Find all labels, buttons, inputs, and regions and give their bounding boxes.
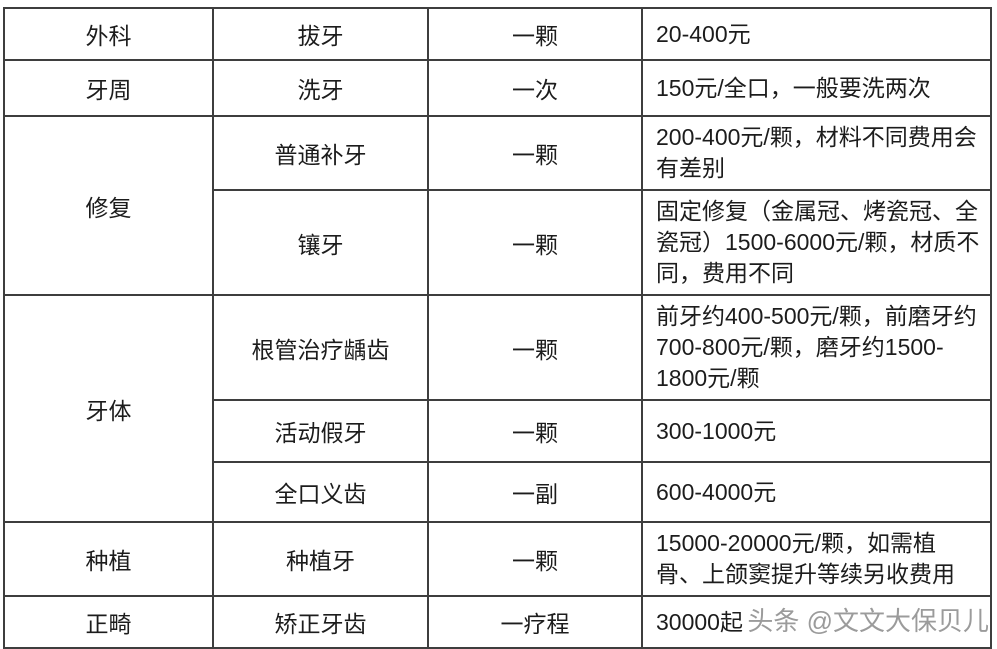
category-cell: 牙周 <box>3 59 214 117</box>
category-cell: 正畸 <box>3 595 214 649</box>
table-row: 外科 拔牙 一颗 20-400元 <box>3 7 992 61</box>
category-cell: 种植 <box>3 521 214 597</box>
price-cell: 600-4000元 <box>641 461 992 523</box>
unit-cell: 一颗 <box>427 399 643 463</box>
toutiao-watermark: 头条 @文文大保贝儿 <box>747 605 989 636</box>
unit-cell: 一颗 <box>427 115 643 191</box>
price-table-body: 外科 拔牙 一颗 20-400元 牙周 洗牙 一次 150元/全口，一般要洗两次 修复 普通补牙一… <box>3 7 992 649</box>
price-text: 150元/全口，一般要洗两次 <box>656 74 931 101</box>
price-cell: 30000起 头条 @文文大保贝儿 <box>641 595 992 649</box>
procedure-cell: 根管治疗龋齿 <box>212 294 429 401</box>
table-row: 正畸 矫正牙齿 一疗程 30000起 头条 @文文大保贝儿 <box>3 595 992 649</box>
unit-cell: 一颗 <box>427 521 643 597</box>
price-cell: 20-400元 <box>641 7 992 61</box>
category-cell: 牙体 <box>3 294 214 523</box>
table-row: 全口义齿 一副 600-4000元 <box>4 461 992 523</box>
price-cell: 200-400元/颗，材料不同费用会有差别 <box>641 115 992 191</box>
price-text: 前牙约400-500元/颗，前磨牙约700-800元/颗，磨牙约1500-180… <box>656 303 977 391</box>
dental-price-table: 外科 拔牙 一颗 20-400元 牙周 洗牙 一次 150元/全口，一般要洗两次 修复 普通补牙一… <box>3 7 992 649</box>
price-text: 300-1000元 <box>656 417 777 444</box>
price-cell: 150元/全口，一般要洗两次 <box>641 59 992 117</box>
procedure-cell: 种植牙 <box>212 521 429 597</box>
price-cell: 300-1000元 <box>641 399 992 463</box>
procedure-cell: 拔牙 <box>212 7 429 61</box>
procedure-cell: 活动假牙 <box>212 399 429 463</box>
procedure-cell: 矫正牙齿 <box>212 595 429 649</box>
price-text: 30000起 <box>656 608 743 635</box>
procedure-cell: 普通补牙 <box>212 115 429 191</box>
unit-cell: 一次 <box>427 59 643 117</box>
unit-cell: 一颗 <box>427 7 643 61</box>
category-cell: 修复 <box>3 115 214 296</box>
price-cell: 15000-20000元/颗，如需植骨、上颌窦提升等续另收费用 <box>641 521 992 597</box>
price-cell: 固定修复（金属冠、烤瓷冠、全瓷冠）1500-6000元/颗，材质不同，费用不同 <box>641 189 992 296</box>
price-text: 固定修复（金属冠、烤瓷冠、全瓷冠）1500-6000元/颗，材质不同，费用不同 <box>656 198 980 286</box>
table-row: 种植 种植牙 一颗 15000-20000元/颗，如需植骨、上颌窦提升等续另收费用 <box>3 521 992 597</box>
price-text: 200-400元/颗，材料不同费用会有差别 <box>656 124 977 181</box>
unit-cell: 一颗 <box>427 294 643 401</box>
procedure-cell: 镶牙 <box>212 189 429 296</box>
procedure-cell: 洗牙 <box>212 59 429 117</box>
table-row: 修复 普通补牙 一颗 200-400元/颗，材料不同费用会有差别 <box>3 115 992 296</box>
price-cell: 前牙约400-500元/颗，前磨牙约700-800元/颗，磨牙约1500-180… <box>641 294 992 401</box>
price-text: 600-4000元 <box>656 478 777 505</box>
table-row: 牙体 根管治疗龋齿 一颗 前牙约400-500元/颗，前磨牙约700-800元/颗，磨… <box>3 294 992 523</box>
price-text: 15000-20000元/颗，如需植骨、上颌窦提升等续另收费用 <box>656 530 955 587</box>
price-text: 20-400元 <box>656 20 751 47</box>
table-row: 牙周 洗牙 一次 150元/全口，一般要洗两次 <box>3 59 992 117</box>
unit-cell: 一颗 <box>427 189 643 296</box>
unit-cell: 一副 <box>427 461 643 523</box>
unit-cell: 一疗程 <box>427 595 643 649</box>
table-row: 镶牙 一颗 固定修复（金属冠、烤瓷冠、全瓷冠）1500-6000元/颗，材质不同，费… <box>4 189 992 296</box>
table-row: 活动假牙 一颗 300-1000元 <box>4 399 992 463</box>
category-cell: 外科 <box>3 7 214 61</box>
procedure-cell: 全口义齿 <box>212 461 429 523</box>
